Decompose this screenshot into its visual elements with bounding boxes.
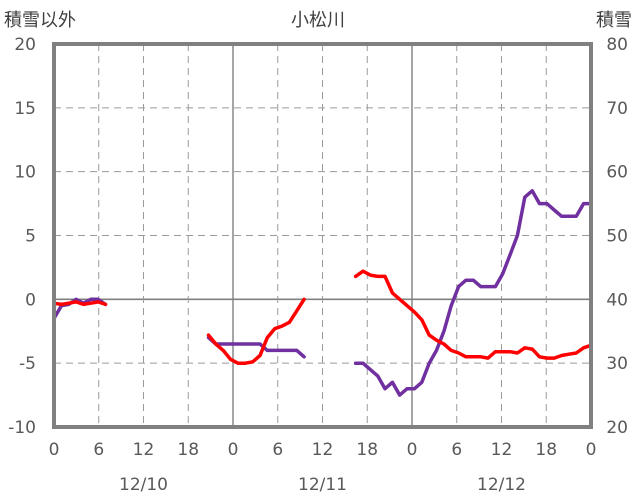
- y-right-tick-label: 30: [606, 354, 628, 374]
- y-left-tick-label: -5: [19, 354, 36, 374]
- x-tick-label: 18: [535, 440, 557, 460]
- y-left-tick-label: 15: [14, 99, 36, 119]
- x-tick-label: 18: [177, 440, 199, 460]
- x-tick-label: 0: [228, 440, 239, 460]
- x-tick-label: 0: [407, 440, 418, 460]
- left-axis-label: 積雪以外: [4, 10, 76, 31]
- date-label: 12/11: [298, 475, 347, 495]
- date-label: 12/10: [119, 475, 168, 495]
- y-left-tick-label: -10: [8, 418, 36, 438]
- y-left-tick-label: 5: [25, 227, 36, 247]
- x-tick-label: 12: [133, 440, 155, 460]
- chart-title: 小松川: [291, 10, 345, 31]
- x-tick-label: 12: [491, 440, 513, 460]
- y-right-tick-label: 20: [606, 418, 628, 438]
- x-tick-label: 18: [356, 440, 378, 460]
- series-line: [353, 269, 593, 360]
- series-line: [353, 189, 593, 397]
- series-group: [52, 189, 593, 397]
- y-right-tick-label: 80: [606, 35, 628, 55]
- y-right-tick-label: 70: [606, 99, 628, 119]
- y-left-tick-label: 10: [14, 163, 36, 183]
- x-tick-label: 6: [451, 440, 462, 460]
- plot-border: [52, 42, 593, 429]
- series-line: [52, 300, 108, 307]
- grid: [54, 44, 591, 427]
- x-tick-label: 12: [312, 440, 334, 460]
- date-label: 12/12: [477, 475, 526, 495]
- y-right-tick-label: 50: [606, 227, 628, 247]
- series-line: [206, 335, 306, 359]
- x-tick-label: 0: [49, 440, 60, 460]
- right-axis-label: 積雪: [596, 10, 632, 31]
- y-right-tick-label: 40: [606, 290, 628, 310]
- y-right-tick-label: 60: [606, 163, 628, 183]
- y-left-tick-label: 20: [14, 35, 36, 55]
- y-left-tick-label: 0: [25, 290, 36, 310]
- series-line: [206, 297, 306, 365]
- x-tick-label: 0: [586, 440, 597, 460]
- plot-frame: [52, 42, 593, 429]
- x-tick-label: 6: [272, 440, 283, 460]
- x-tick-label: 6: [93, 440, 104, 460]
